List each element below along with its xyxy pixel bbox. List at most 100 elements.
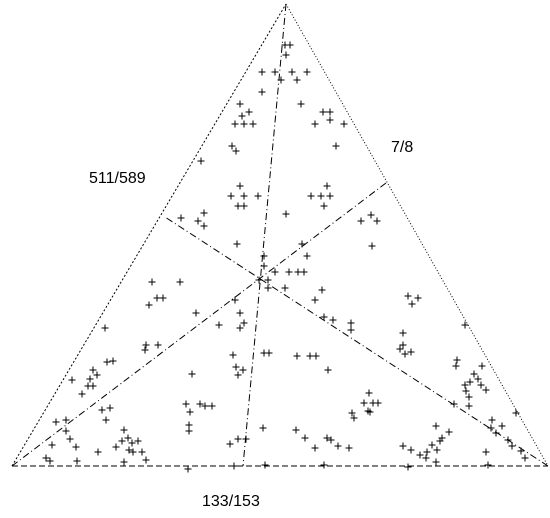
data-point-marker bbox=[192, 309, 200, 317]
data-point-marker bbox=[184, 465, 192, 473]
data-point-marker bbox=[153, 294, 161, 302]
left-edge bbox=[11, 3, 287, 467]
data-point-marker bbox=[517, 447, 525, 455]
data-point-marker bbox=[208, 402, 216, 410]
data-point-marker bbox=[399, 341, 407, 349]
data-point-marker bbox=[465, 393, 473, 401]
data-point-marker bbox=[271, 268, 279, 276]
data-point-marker bbox=[286, 41, 294, 49]
data-point-marker bbox=[249, 120, 257, 128]
data-point-marker bbox=[185, 421, 193, 429]
bottom-side-label: 133/153 bbox=[202, 493, 260, 510]
data-point-marker bbox=[142, 456, 150, 464]
data-point-marker bbox=[326, 192, 334, 200]
data-point-marker bbox=[282, 210, 290, 218]
data-point-marker bbox=[277, 76, 285, 84]
data-point-marker bbox=[470, 370, 478, 378]
data-point-marker bbox=[186, 408, 194, 416]
data-point-marker bbox=[134, 437, 142, 445]
data-point-marker bbox=[332, 142, 340, 150]
data-point-marker bbox=[334, 442, 342, 450]
data-point-marker bbox=[478, 362, 486, 370]
left-side-label: 511/589 bbox=[89, 170, 146, 187]
data-point-marker bbox=[93, 371, 101, 379]
data-point-marker bbox=[297, 100, 305, 108]
data-point-marker bbox=[124, 434, 132, 442]
data-point-marker bbox=[311, 444, 319, 452]
data-point-marker bbox=[226, 440, 234, 448]
data-point-marker bbox=[340, 120, 348, 128]
data-point-marker bbox=[462, 387, 470, 395]
data-point-marker bbox=[261, 461, 269, 469]
data-point-marker bbox=[317, 192, 325, 200]
data-point-marker bbox=[303, 68, 311, 76]
data-point-marker bbox=[73, 457, 81, 465]
data-point-marker bbox=[129, 448, 137, 456]
data-point-marker bbox=[141, 346, 149, 354]
data-point-marker bbox=[320, 202, 328, 210]
data-point-marker bbox=[408, 300, 416, 308]
data-point-marker bbox=[177, 214, 185, 222]
data-point-marker bbox=[301, 434, 309, 442]
data-point-marker bbox=[488, 416, 496, 424]
data-point-marker bbox=[258, 88, 266, 96]
data-point-marker bbox=[360, 399, 368, 407]
data-point-marker bbox=[125, 446, 133, 454]
data-point-marker bbox=[329, 316, 337, 324]
data-point-marker bbox=[230, 462, 238, 470]
data-point-marker bbox=[228, 142, 236, 150]
data-point-marker bbox=[233, 240, 241, 248]
data-point-marker bbox=[271, 68, 279, 76]
data-point-marker bbox=[234, 371, 242, 379]
data-point-marker bbox=[323, 182, 331, 190]
data-point-marker bbox=[89, 366, 97, 374]
data-point-marker bbox=[48, 441, 56, 449]
data-point-marker bbox=[182, 400, 190, 408]
data-point-marker bbox=[46, 457, 54, 465]
data-point-marker bbox=[504, 436, 512, 444]
data-point-marker bbox=[240, 319, 248, 327]
data-point-marker bbox=[98, 406, 106, 414]
data-point-marker bbox=[200, 209, 208, 217]
data-point-marker bbox=[236, 324, 244, 332]
data-point-marker bbox=[201, 402, 209, 410]
data-point-marker bbox=[422, 454, 430, 462]
median-top bbox=[242, 3, 287, 467]
median-right bbox=[164, 216, 549, 467]
data-point-marker bbox=[407, 446, 415, 454]
data-point-marker bbox=[399, 442, 407, 450]
data-point-marker bbox=[227, 192, 235, 200]
data-point-marker bbox=[365, 389, 373, 397]
data-point-marker bbox=[366, 408, 374, 416]
data-point-marker bbox=[292, 426, 300, 434]
data-point-marker bbox=[264, 276, 272, 284]
data-point-marker bbox=[118, 437, 126, 445]
data-point-marker bbox=[293, 76, 301, 84]
data-point-marker bbox=[436, 437, 444, 445]
data-point-marker bbox=[231, 120, 239, 128]
data-point-marker bbox=[432, 422, 440, 430]
data-point-marker bbox=[78, 390, 86, 398]
data-point-marker bbox=[89, 382, 97, 390]
data-point-marker bbox=[512, 409, 520, 417]
data-point-marker bbox=[433, 446, 441, 454]
data-point-marker bbox=[484, 461, 492, 469]
median-left bbox=[11, 182, 387, 467]
data-point-marker bbox=[477, 381, 485, 389]
data-point-marker bbox=[401, 350, 409, 358]
data-point-marker bbox=[303, 252, 311, 260]
data-point-marker bbox=[106, 404, 114, 412]
data-point-marker bbox=[245, 108, 253, 116]
data-point-marker bbox=[350, 414, 358, 422]
data-point-marker bbox=[282, 51, 290, 59]
data-point-marker bbox=[240, 202, 248, 210]
data-point-marker bbox=[347, 319, 355, 327]
data-point-marker bbox=[306, 352, 314, 360]
data-point-marker bbox=[374, 399, 382, 407]
data-point-marker bbox=[154, 341, 162, 349]
data-point-marker bbox=[254, 192, 262, 200]
data-point-marker bbox=[368, 242, 376, 250]
data-point-marker bbox=[66, 435, 74, 443]
data-point-marker bbox=[86, 375, 94, 383]
data-point-marker bbox=[492, 429, 500, 437]
